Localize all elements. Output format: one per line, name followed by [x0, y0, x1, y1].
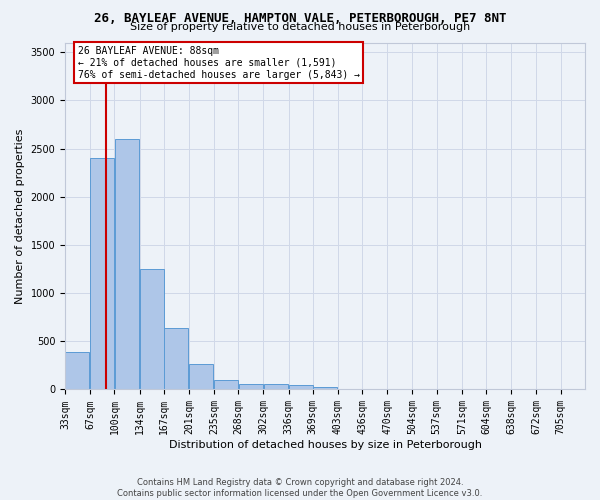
Bar [214, 380, 238, 390]
Text: 26, BAYLEAF AVENUE, HAMPTON VALE, PETERBOROUGH, PE7 8NT: 26, BAYLEAF AVENUE, HAMPTON VALE, PETERB… [94, 12, 506, 26]
Bar [115, 139, 139, 390]
Bar [140, 269, 164, 390]
Bar [289, 385, 313, 390]
X-axis label: Distribution of detached houses by size in Peterborough: Distribution of detached houses by size … [169, 440, 482, 450]
Bar [313, 387, 337, 390]
Text: Size of property relative to detached houses in Peterborough: Size of property relative to detached ho… [130, 22, 470, 32]
Bar [189, 364, 213, 390]
Bar [164, 328, 188, 390]
Bar [239, 384, 263, 390]
Text: Contains HM Land Registry data © Crown copyright and database right 2024.
Contai: Contains HM Land Registry data © Crown c… [118, 478, 482, 498]
Bar [90, 158, 114, 390]
Bar [65, 352, 89, 390]
Y-axis label: Number of detached properties: Number of detached properties [15, 128, 25, 304]
Text: 26 BAYLEAF AVENUE: 88sqm
← 21% of detached houses are smaller (1,591)
76% of sem: 26 BAYLEAF AVENUE: 88sqm ← 21% of detach… [77, 46, 359, 80]
Bar [338, 388, 362, 390]
Bar [263, 384, 287, 390]
